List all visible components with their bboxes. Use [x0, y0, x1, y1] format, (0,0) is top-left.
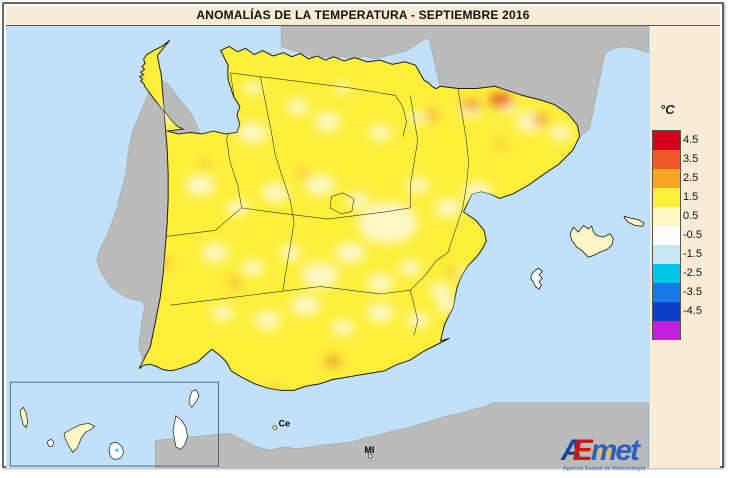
svg-text:Ml: Ml — [365, 445, 375, 455]
svg-text:Ce: Ce — [279, 419, 290, 429]
